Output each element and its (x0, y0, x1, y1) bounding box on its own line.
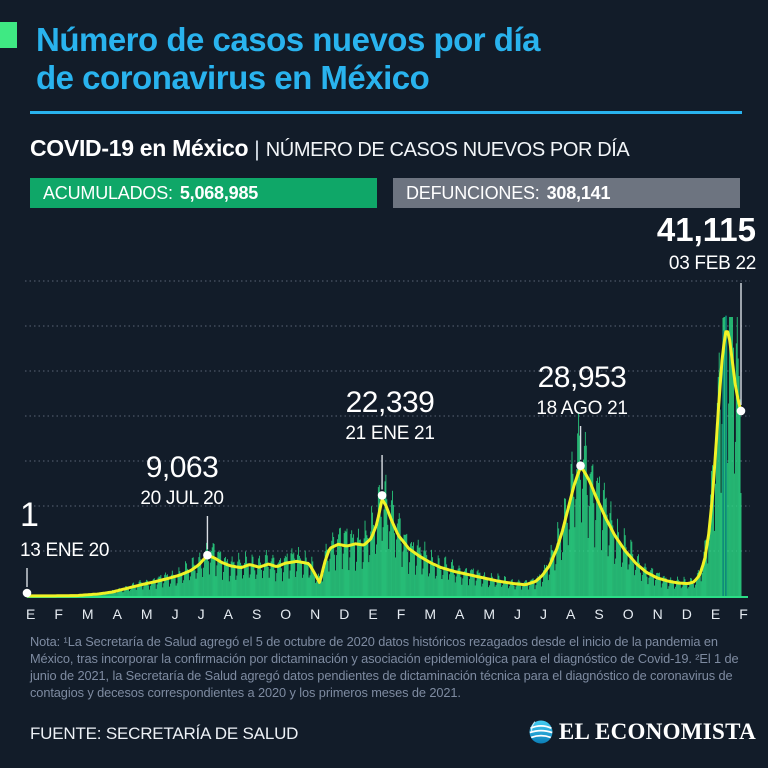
x-axis-month-label: A (112, 606, 122, 622)
x-axis-month-label: D (339, 606, 350, 622)
x-axis-month-label: S (594, 606, 604, 622)
subtitle-bold: COVID-19 en México (30, 135, 249, 161)
annotation-date: 18 AGO 21 (536, 398, 628, 419)
x-axis-month-label: S (251, 606, 262, 622)
x-axis-month-label: E (26, 606, 36, 622)
footnote-line1: Nota: ¹La Secretaría de Salud agregó el … (30, 634, 718, 666)
x-axis-month-label: O (622, 606, 634, 622)
accumulated-badge: ACUMULADOS: 5,068,985 (30, 178, 377, 208)
x-axis-month-label: D (681, 606, 692, 622)
annotation-value: 41,115 (656, 211, 756, 248)
annotation-latest-value: 41,115 03 FEB 22 (657, 212, 756, 274)
x-axis-month-label: E (368, 606, 378, 622)
deaths-value: 308,141 (546, 182, 611, 203)
accumulated-label: ACUMULADOS: (43, 182, 173, 203)
title-divider (30, 111, 742, 114)
brand-name: EL ECONOMISTA (558, 719, 756, 744)
x-axis-month-label: F (739, 606, 748, 622)
title-line2: de coronavirus en México (36, 59, 430, 96)
annotation-date: 20 JUL 20 (140, 488, 224, 509)
annotation-date: 03 FEB 22 (668, 253, 756, 274)
x-axis-month-label: J (540, 606, 548, 622)
x-axis-month-label: M (483, 606, 496, 622)
x-axis-month-label: M (140, 606, 153, 622)
x-axis-month-label: N (310, 606, 321, 622)
annotation-value: 28,953 (537, 361, 627, 394)
annotation-wave1-peak: 9,063 20 JUL 20 (112, 451, 252, 509)
x-axis-month-label: A (566, 606, 576, 622)
page-title: Número de casos nuevos por día de coronav… (36, 21, 540, 97)
annotation-value: 1 (20, 496, 39, 534)
x-axis-month-label: F (54, 606, 63, 622)
chart-canvas (22, 280, 750, 598)
deaths-label: DEFUNCIONES: (406, 182, 540, 203)
annotation-value: 9,063 (145, 451, 219, 484)
x-axis-month-label: O (280, 606, 292, 622)
x-axis-month-label: J (197, 606, 205, 622)
chart-subtitle: COVID-19 en México | NÚMERO DE CASOS NUEVO… (30, 135, 630, 162)
x-axis-month-label: A (455, 606, 465, 622)
x-axis-month-label: J (171, 606, 179, 622)
subtitle-separator: | (254, 138, 260, 161)
annotation-wave2-peak: 22,339 21 ENE 21 (320, 386, 460, 444)
x-axis-month-label: M (424, 606, 436, 622)
subtitle-rest: NÚMERO DE CASOS NUEVOS POR DÍA (265, 139, 630, 161)
x-axis-month-label: J (514, 606, 522, 622)
x-axis-month-label: E (710, 606, 721, 622)
annotation-wave3-peak: 28,953 18 AGO 21 (512, 361, 652, 419)
title-line1: Número de casos nuevos por día (36, 21, 540, 58)
source-label: FUENTE: SECRETARÍA DE SALUD (30, 724, 299, 743)
annotation-first-case: 1 13 ENE 20 (20, 496, 110, 561)
annotation-date: 21 ENE 21 (345, 423, 435, 444)
el-economista-globe-icon (529, 720, 553, 744)
accumulated-value: 5,068,985 (179, 182, 259, 203)
annotation-date: 13 ENE 20 (20, 540, 110, 561)
x-axis-month-label: A (223, 606, 233, 622)
deaths-badge: DEFUNCIONES: 308,141 (393, 178, 740, 208)
footnote-line2: ²El 1 de junio de 2021, la Secretaría de… (30, 650, 739, 700)
x-axis-month-label: F (396, 606, 406, 622)
footnote: Nota: ¹La Secretaría de Salud agregó el … (30, 634, 744, 702)
accent-square (0, 22, 17, 48)
x-axis-month-label: N (652, 606, 663, 622)
x-axis-month-label: M (81, 606, 94, 622)
brand-logo: EL ECONOMISTA (528, 719, 756, 745)
annotation-value: 22,339 (345, 386, 435, 419)
